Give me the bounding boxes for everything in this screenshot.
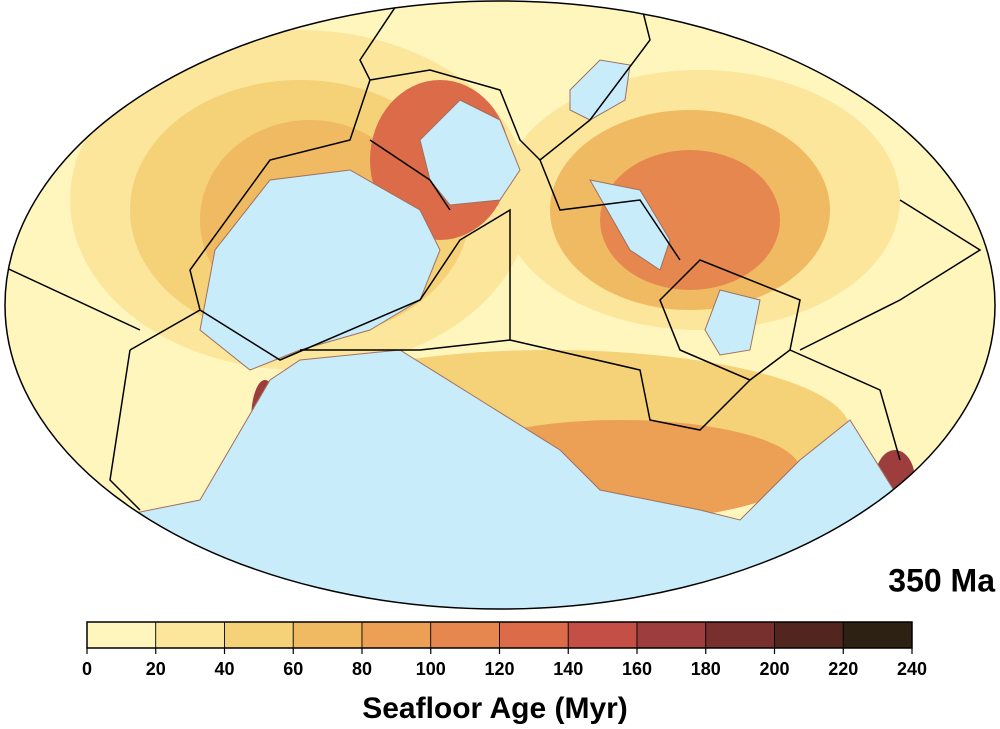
continent <box>704 289 761 356</box>
tick-label: 40 <box>214 659 234 679</box>
tick-label: 20 <box>146 659 166 679</box>
colorbar-segment <box>774 621 844 649</box>
tick-label: 220 <box>828 659 858 679</box>
continent <box>569 59 631 121</box>
colorbar-segment <box>842 621 913 649</box>
colorbar-segment <box>636 621 707 649</box>
colorbar-segment <box>567 621 638 649</box>
tick-label: 0 <box>82 659 92 679</box>
colorbar-segment <box>224 621 294 649</box>
tick-label: 80 <box>352 659 372 679</box>
map <box>5 1 995 609</box>
continent <box>589 179 671 271</box>
colorbar-segment <box>86 621 157 649</box>
colorbar: 0 20 40 60 80 100 120 140 160 180 200 220 240 <box>82 621 927 679</box>
age-label: 350 Ma <box>888 562 995 598</box>
continent <box>199 169 441 371</box>
colorbar-segment <box>292 621 363 649</box>
colorbar-segment <box>361 621 432 649</box>
map-frame <box>4 0 996 610</box>
tick-label: 180 <box>691 659 721 679</box>
colorbar-segment <box>705 621 775 649</box>
tick-label: 100 <box>416 659 446 679</box>
tick-label: 60 <box>283 659 303 679</box>
colorbar-segment <box>430 621 500 649</box>
tick-label: 200 <box>759 659 789 679</box>
colorbar-segment <box>499 621 569 649</box>
tick-label: 140 <box>553 659 583 679</box>
colorbar-segment <box>155 621 225 649</box>
tick-label: 240 <box>897 659 927 679</box>
tick-label: 160 <box>622 659 652 679</box>
colorbar-label: Seafloor Age (Myr) <box>362 692 628 725</box>
tick-label: 120 <box>484 659 514 679</box>
